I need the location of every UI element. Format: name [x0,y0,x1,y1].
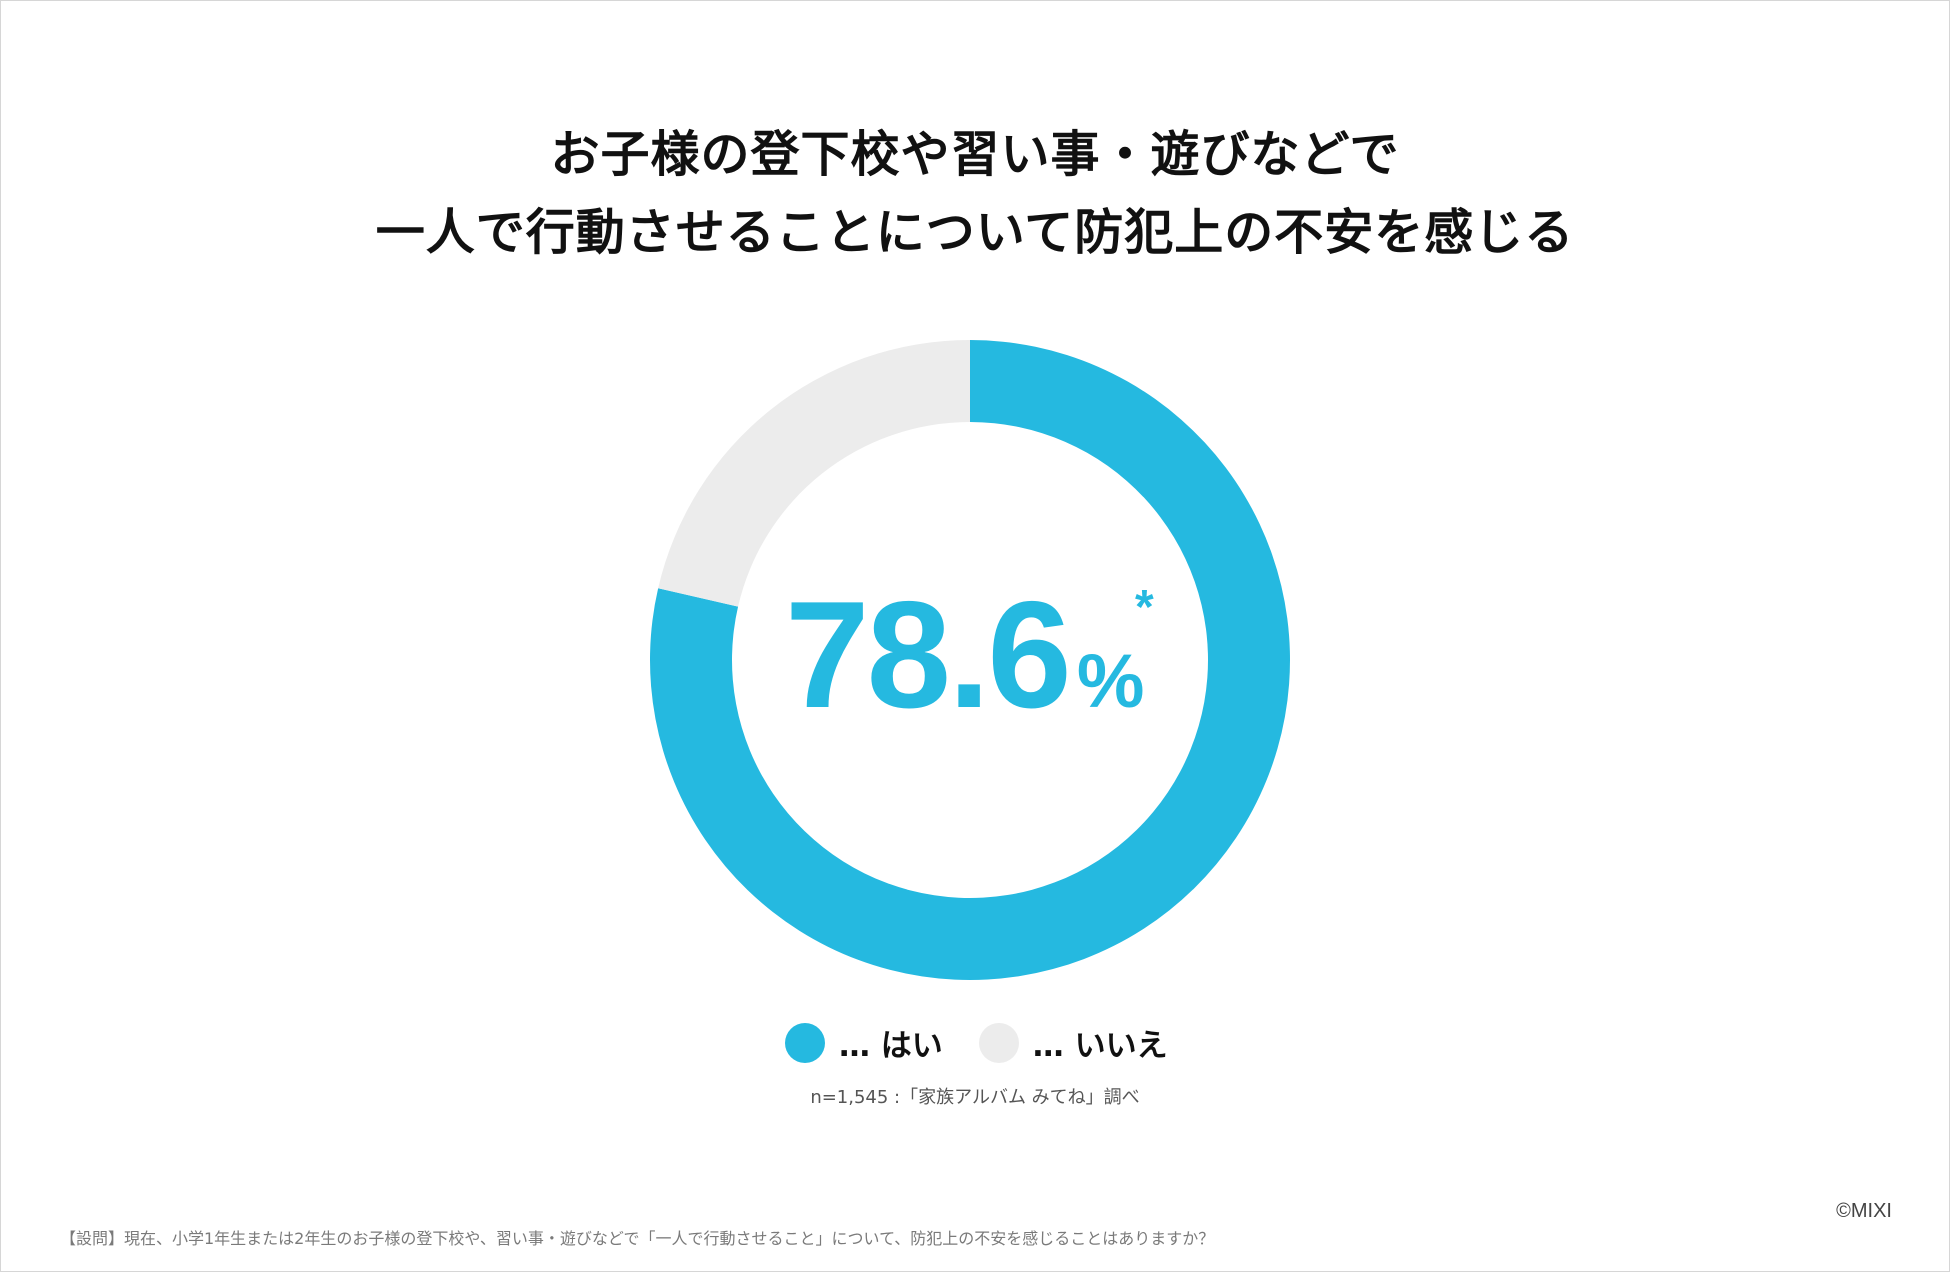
source-note: n=1,545 :「家族アルバム みてね」調べ [810,1087,1140,1108]
donut-chart [649,340,1290,980]
legend-swatch-yes [785,1022,825,1063]
legend-item-no: … いいえ [978,1020,1168,1065]
center-value-asterisk: * [1135,581,1154,634]
donut-slice-no [658,340,970,607]
chart-title-line-2: 一人で行動させることについて防犯上の不安を感じる [375,204,1575,261]
legend-label-no: … いいえ [1032,1028,1168,1064]
legend-label-yes: … はい [839,1028,943,1064]
legend-swatch-no [978,1022,1019,1063]
legend: … はい … いいえ [785,1020,1204,1065]
legend-item-yes: … はい [785,1020,943,1065]
center-value-unit: % [1076,639,1145,724]
copyright: ©MIXI [1836,1200,1892,1222]
question-footnote: 【設問】現在、小学1年生または2年生のお子様の登下校や、習い事・遊びなどで「一人… [60,1229,1215,1248]
center-value: 78.6% * [785,579,1154,731]
center-value-number: 78.6 [785,570,1072,740]
chart-title-line-1: お子様の登下校や習い事・遊びなどで [550,126,1400,183]
